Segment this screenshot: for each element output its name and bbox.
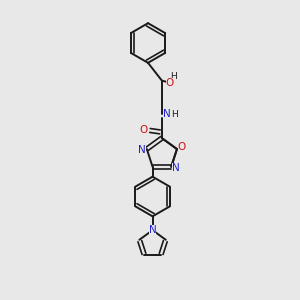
Text: O: O <box>178 142 186 152</box>
Text: O: O <box>139 125 147 135</box>
Text: N: N <box>149 225 156 235</box>
Text: H: H <box>170 72 177 81</box>
Text: H: H <box>171 110 178 119</box>
Text: N: N <box>163 109 171 119</box>
Text: O: O <box>166 78 174 88</box>
Text: N: N <box>138 145 146 155</box>
Text: N: N <box>172 163 180 173</box>
